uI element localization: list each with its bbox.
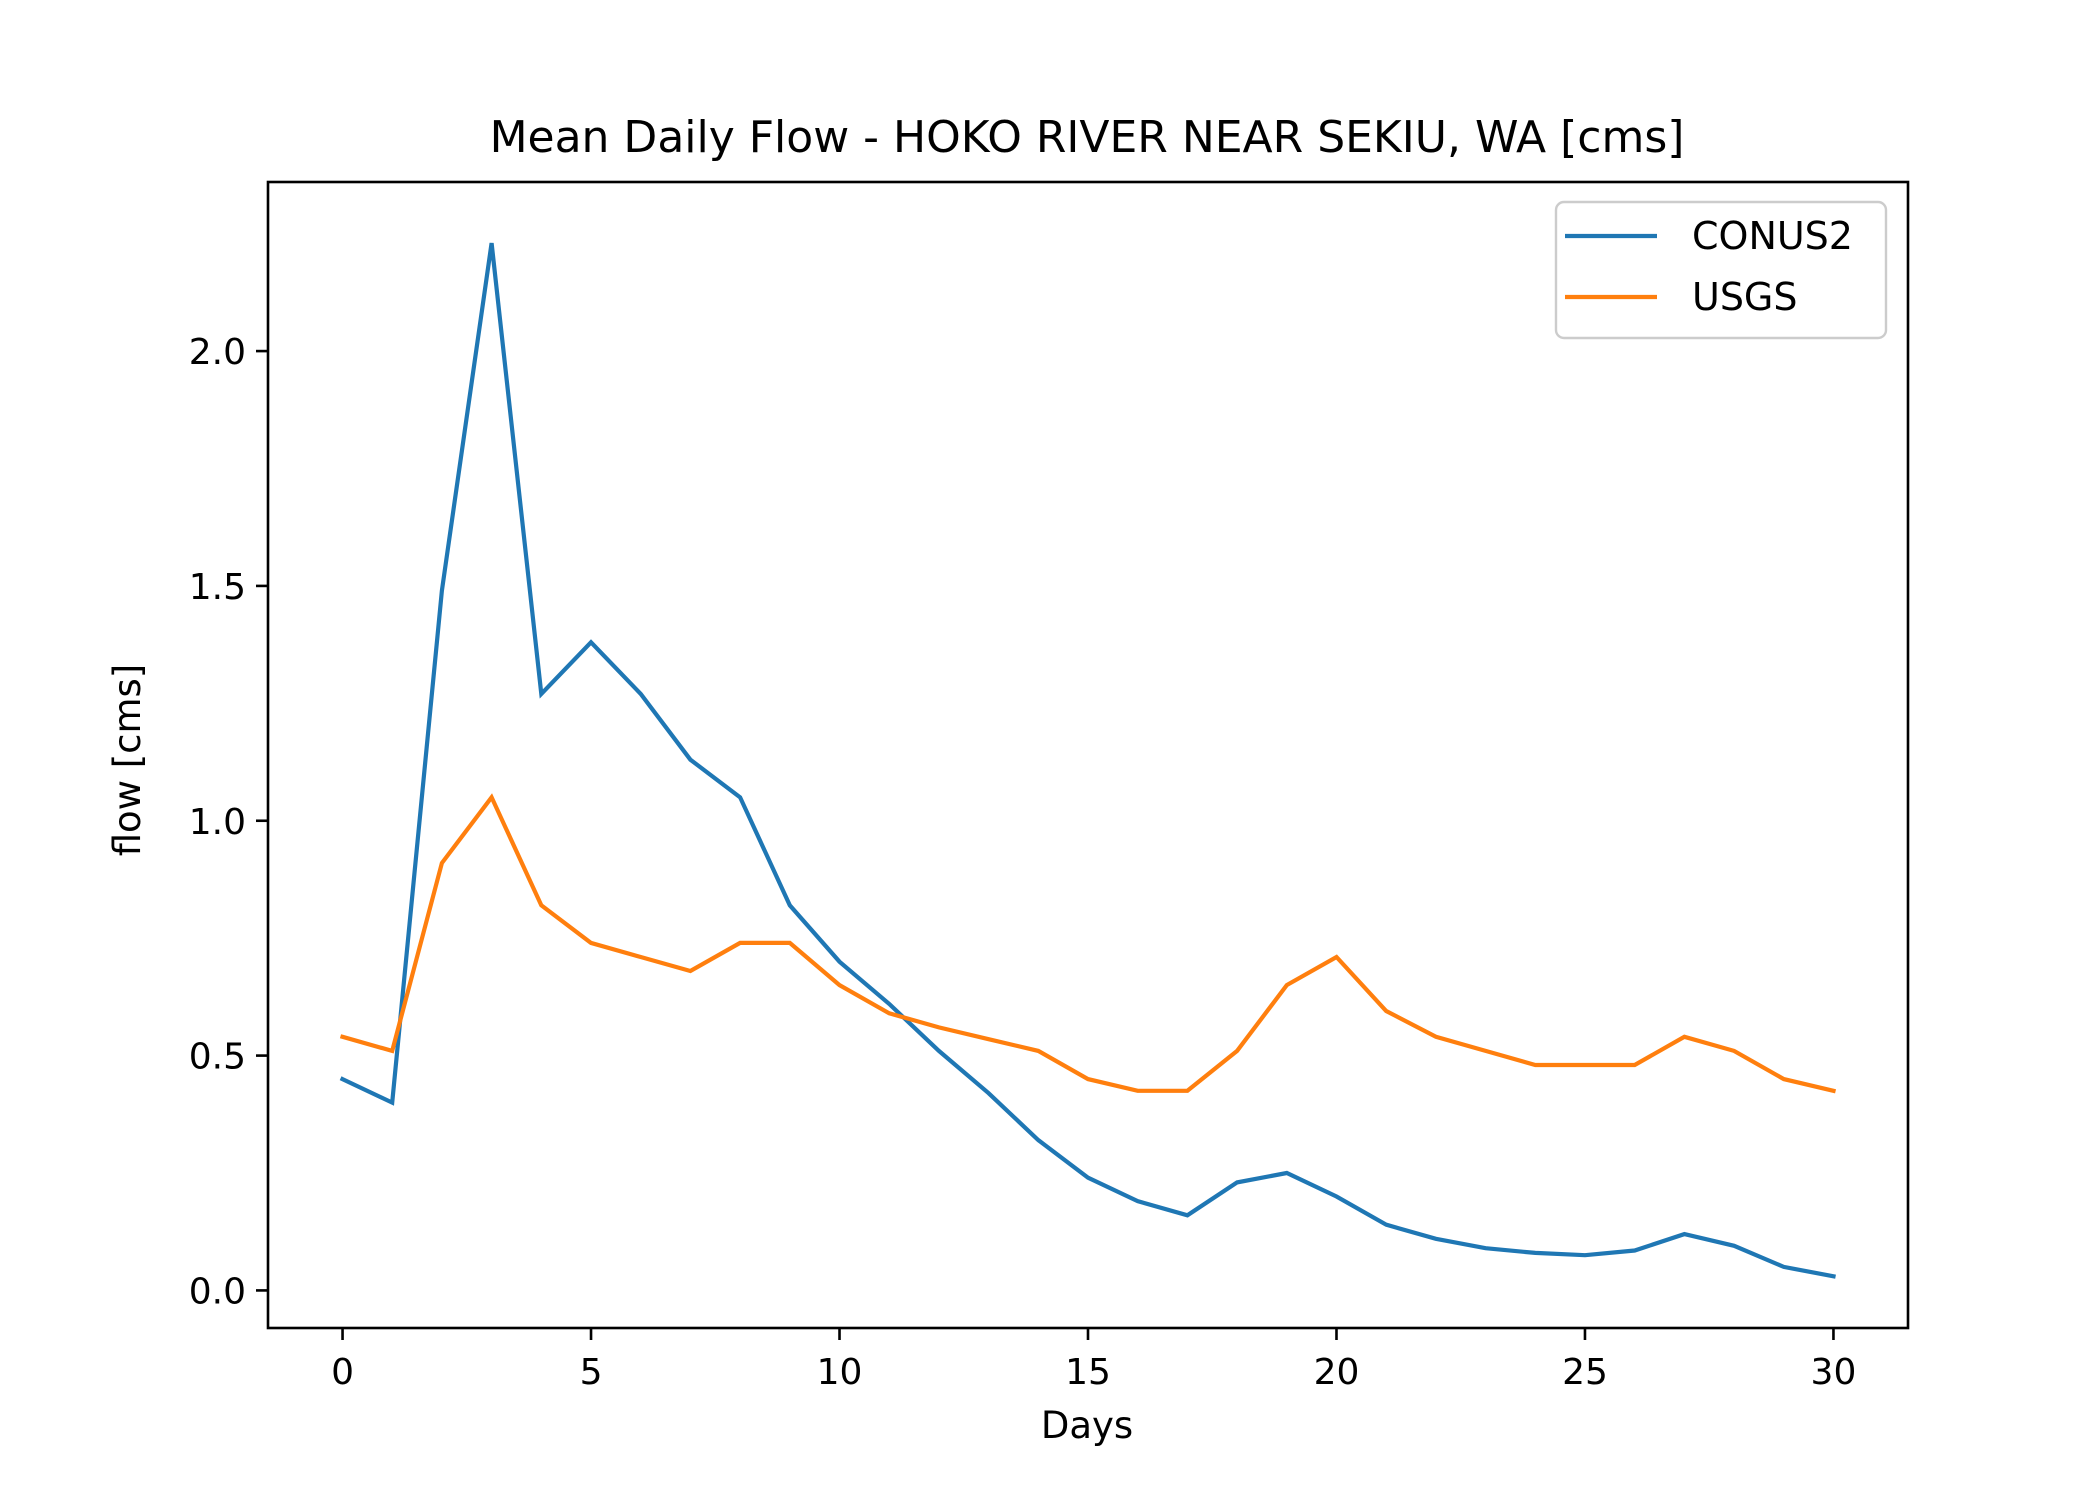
series-line-usgs	[339, 793, 1837, 1094]
x-tick-label: 5	[580, 1352, 603, 1393]
x-tick-label: 25	[1562, 1352, 1608, 1393]
y-axis-label: flow [cms]	[106, 664, 149, 857]
legend-label-conus2: CONUS2	[1692, 214, 1853, 258]
y-tick-label: 0.5	[189, 1037, 246, 1078]
x-tick-label: 10	[817, 1352, 863, 1393]
x-axis-label: Days	[1041, 1404, 1133, 1447]
x-tick-label: 15	[1065, 1352, 1111, 1393]
y-tick-label: 1.5	[189, 567, 246, 608]
tick-layer: 0 5 10 15 20 25 30 0.0 0.5 1.0 1.5 2.0	[189, 332, 1857, 1393]
plot-frame	[266, 180, 1910, 1330]
legend-label-usgs: USGS	[1692, 275, 1798, 319]
y-tick-label: 0.0	[189, 1271, 246, 1312]
y-tick-label: 2.0	[189, 332, 246, 373]
chart-title: Mean Daily Flow - HOKO RIVER NEAR SEKIU,…	[490, 112, 1685, 163]
x-tick-label: 20	[1314, 1352, 1360, 1393]
x-tick-label: 0	[331, 1352, 354, 1393]
y-tick-label: 1.0	[189, 802, 246, 843]
series-layer	[339, 242, 1837, 1279]
series-line-conus2	[339, 242, 1836, 1279]
x-tick-label: 30	[1811, 1352, 1857, 1393]
legend: CONUS2 USGS	[1554, 200, 1888, 340]
